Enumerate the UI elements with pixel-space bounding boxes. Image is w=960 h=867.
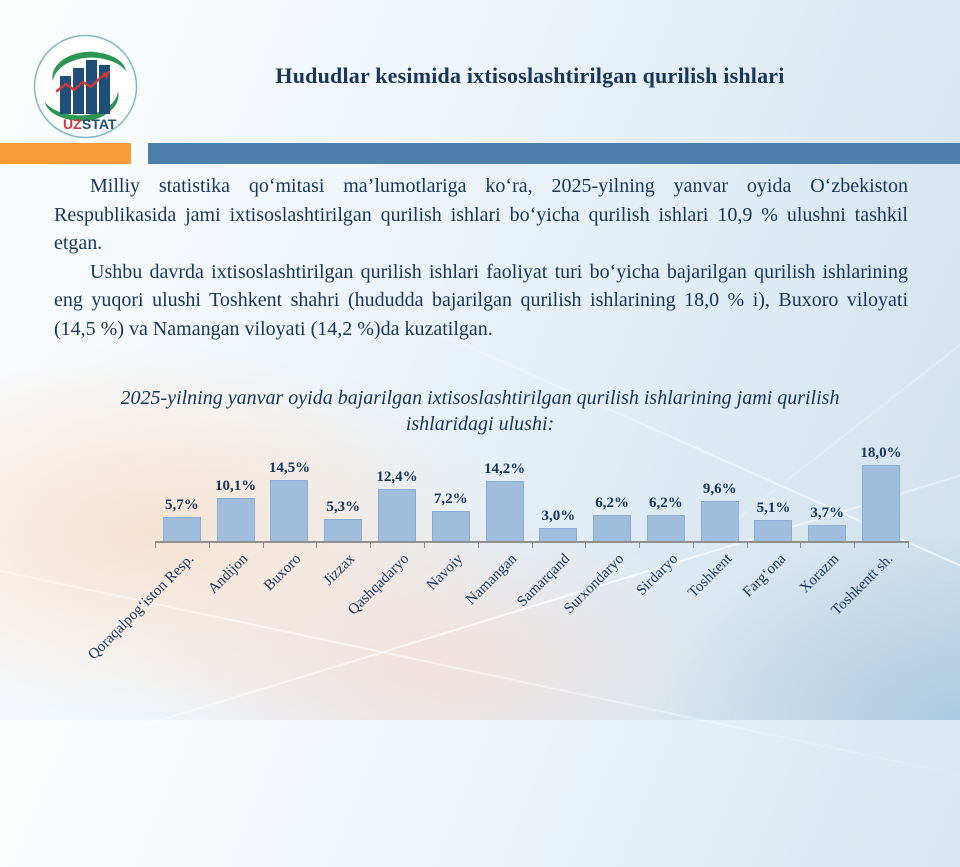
- bar-Sirdaryo: [646, 515, 685, 541]
- bar-value-label: 5,3%: [326, 499, 361, 515]
- bar-value-label: 6,2%: [649, 495, 683, 511]
- bar-value-label: 5,1%: [756, 500, 791, 516]
- bar-slot: 14,2%: [478, 461, 532, 541]
- page-title: Hududlar kesimida ixtisoslashtirilgan qu…: [275, 63, 785, 88]
- axis-tick: [908, 541, 909, 548]
- axis-tick: [477, 541, 479, 548]
- paragraph-summary: Milliy statistika qo‘mitasi ma’lumotlari…: [54, 175, 908, 255]
- bar-chart: 5,7% 10,1% 14,5% 5,3% 12,4% 7,2% 14,2% 3,0% 6,2%…: [85, 445, 909, 663]
- bar-slot: 7,2%: [424, 463, 478, 541]
- axis-tick: [692, 541, 694, 548]
- bar-Farg‘ona: [754, 520, 793, 541]
- bar-slot: 14,5%: [263, 460, 317, 541]
- axis-tick: [208, 541, 210, 548]
- logo-text-stat: STAT: [82, 116, 117, 132]
- chart-title: 2025-yilning yanvar oyida bajarilgan ixt…: [120, 387, 840, 435]
- bar-value-label: 9,6%: [702, 481, 737, 497]
- bar-value-label: 12,4%: [376, 469, 418, 485]
- body-text: Milliy statistika qo‘mitasi ma’lumotlari…: [54, 172, 908, 344]
- uzstat-logo: UZ STAT: [33, 34, 138, 139]
- blue-accent-bar: [148, 143, 960, 164]
- bar-value-label: 5,7%: [165, 497, 199, 513]
- bar-Namangan: [485, 481, 524, 541]
- bar-slot: 10,1%: [209, 463, 263, 541]
- axis-tick: [800, 541, 802, 548]
- bar-slot: 3,7%: [800, 463, 854, 541]
- bar-Navoiy: [431, 511, 470, 541]
- axis-tick: [423, 541, 425, 548]
- axis-tick: [370, 541, 372, 548]
- bar-Samarqand: [539, 528, 578, 541]
- bar-Qoraqalpog‘iston Resp.: [162, 517, 201, 541]
- bar-value-label: 14,2%: [483, 461, 526, 477]
- uzstat-logo-image: UZ STAT: [33, 34, 138, 139]
- axis-tick: [155, 541, 156, 548]
- axis-tick: [262, 541, 264, 548]
- bar-slot: 9,6%: [693, 463, 747, 541]
- bar-value-label: 6,2%: [595, 495, 630, 511]
- bar-value-label: 18,0%: [860, 445, 902, 461]
- bar-slot: 18,0%: [854, 445, 908, 541]
- bar-Xorazm: [808, 525, 847, 541]
- axis-tick: [585, 541, 587, 548]
- bar-slot: 5,3%: [316, 463, 370, 541]
- bar-Toshkent: [700, 501, 739, 541]
- bar-Qashqadaryo: [378, 489, 417, 541]
- axis-tick: [746, 541, 748, 548]
- bar-value-label: 3,0%: [541, 508, 576, 524]
- logo-text-uz: UZ: [63, 116, 82, 132]
- bar-value-label: 14,5%: [268, 460, 311, 476]
- bar-value-label: 7,2%: [433, 491, 468, 507]
- bar-value-label: 3,7%: [810, 505, 845, 521]
- bar-Toshkentt sh.: [862, 465, 901, 541]
- bar-slot: 6,2%: [639, 463, 693, 541]
- bar-value-label: 10,1%: [215, 478, 257, 494]
- bar-slot: 12,4%: [370, 463, 424, 541]
- bar-Buxoro: [270, 480, 309, 541]
- bar-slot: 3,0%: [531, 463, 585, 541]
- orange-accent-bar: [0, 143, 131, 164]
- bar-Surxondaryo: [593, 515, 632, 541]
- bar-Jizzax: [324, 519, 363, 541]
- axis-tick: [639, 541, 641, 548]
- paragraph-details: Ushbu davrda ixtisoslashtirilgan qurilis…: [54, 260, 908, 340]
- bar-slot: 6,2%: [585, 463, 639, 541]
- bar-Andijon: [216, 498, 255, 541]
- bar-slot: 5,7%: [155, 463, 209, 541]
- bar-slot: 5,1%: [747, 463, 801, 541]
- axis-tick: [316, 541, 318, 548]
- axis-tick: [854, 541, 856, 548]
- axis-tick: [531, 541, 533, 548]
